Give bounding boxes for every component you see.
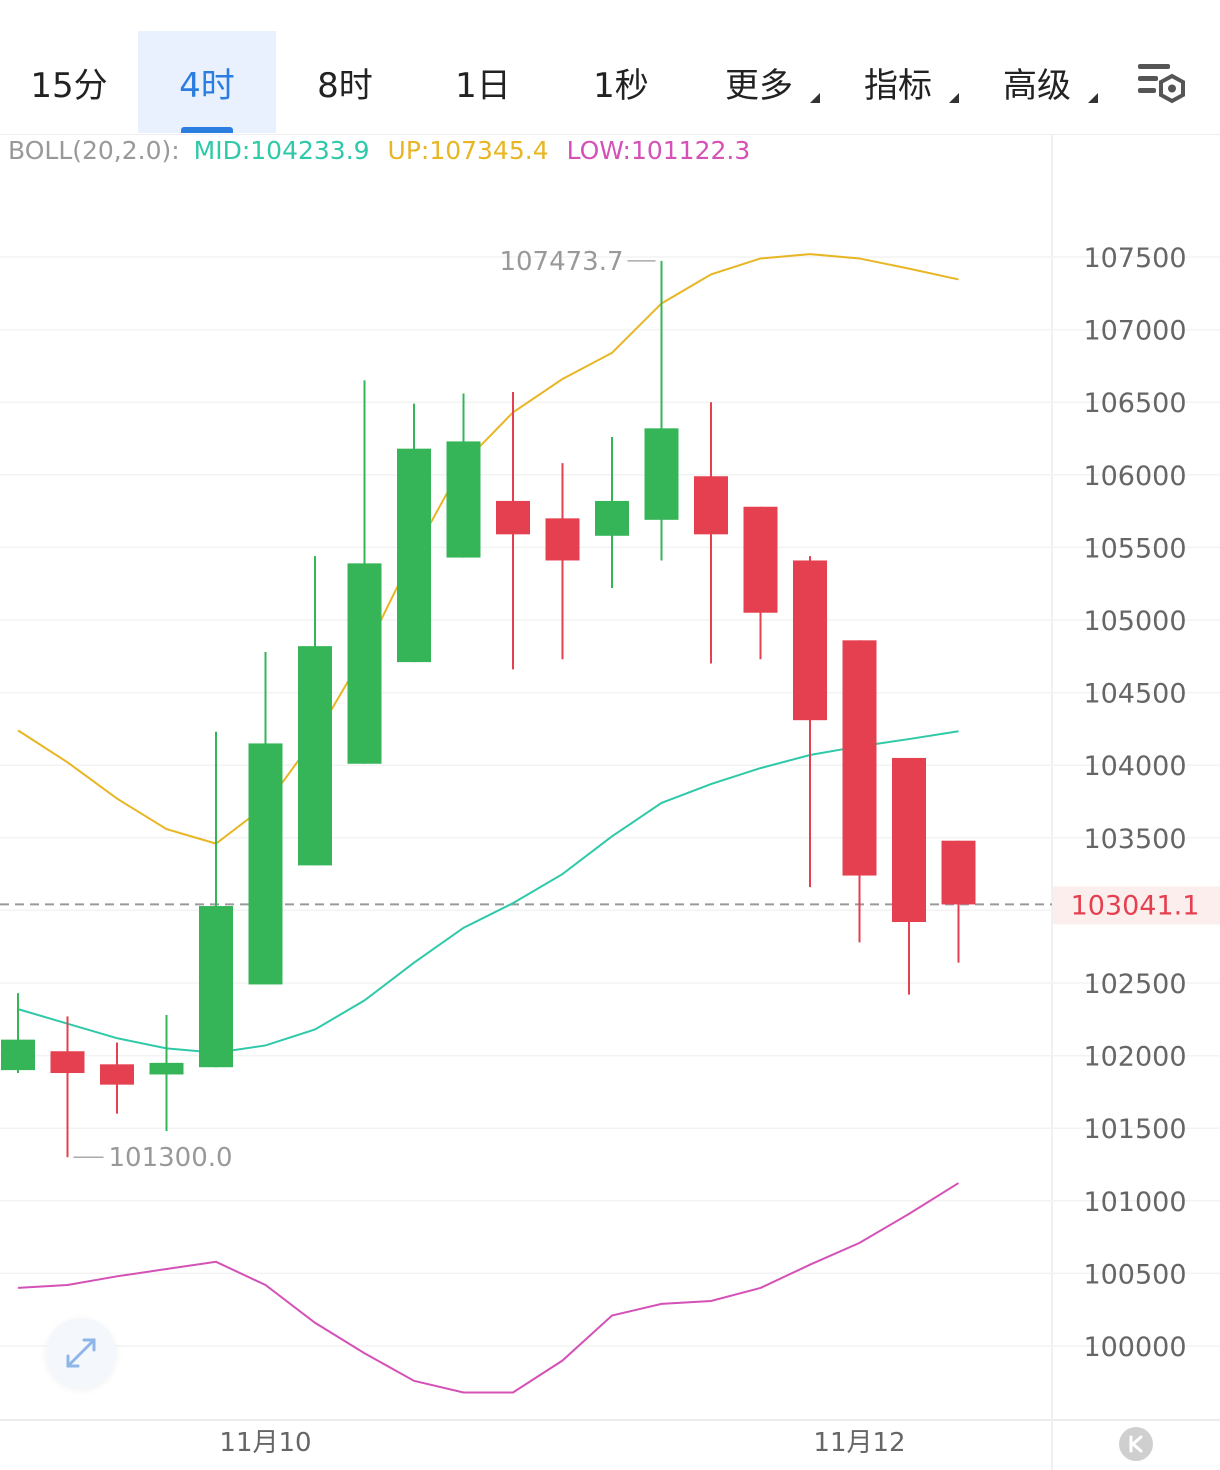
tab-3[interactable]: 8时	[276, 31, 414, 133]
candle	[496, 392, 530, 670]
candle-body	[298, 646, 332, 866]
candle	[1, 993, 35, 1074]
candle-body	[743, 506, 778, 613]
candle	[842, 640, 877, 943]
y-tick-label: 103500	[1083, 824, 1186, 855]
candle	[298, 556, 332, 866]
active-tab-indicator	[181, 127, 233, 133]
candle-body	[100, 1064, 134, 1085]
candle	[595, 437, 629, 589]
y-tick-label: 105500	[1083, 533, 1186, 564]
candle-body	[347, 563, 382, 764]
candle	[50, 1016, 85, 1158]
boll-name: BOLL(20,2.0):	[8, 136, 180, 165]
interval-toolbar: 15分 4时 8时 1日 1秒 更多 指标 高级	[0, 0, 1220, 135]
y-tick-label: 101000	[1083, 1187, 1186, 1218]
y-tick-label: 104500	[1083, 679, 1186, 710]
tab-label: 4时	[179, 65, 235, 106]
candle-body	[694, 476, 728, 535]
y-tick-label: 100500	[1083, 1259, 1186, 1290]
boll-legend: BOLL(20,2.0): MID:104233.9 UP:107345.4 L…	[8, 136, 760, 165]
y-tick-label: 105000	[1083, 606, 1186, 637]
candle	[397, 403, 431, 663]
chart-settings-icon	[1138, 64, 1185, 104]
candle	[793, 556, 827, 888]
y-tick-label: 106500	[1083, 388, 1186, 419]
candle	[347, 380, 382, 764]
tab-4[interactable]: 1日	[414, 31, 552, 133]
tab-8[interactable]: 高级	[968, 31, 1106, 133]
candle-body	[1, 1039, 35, 1071]
tab-5[interactable]: 1秒	[552, 31, 690, 133]
candle-body	[644, 428, 679, 520]
candle	[199, 731, 233, 1068]
low-marker-label: 101300.0	[109, 1143, 233, 1173]
current-price-badge	[1053, 886, 1220, 925]
y-tick-label: 102000	[1083, 1042, 1186, 1073]
candle-body	[595, 500, 629, 536]
tab-1[interactable]: 15分	[0, 31, 138, 133]
y-tick-label: 104000	[1083, 751, 1186, 782]
tab-label: 15分	[30, 65, 108, 106]
boll-up-line	[17, 253, 959, 845]
candle-body	[892, 757, 926, 923]
candle	[694, 402, 728, 664]
candle-body	[941, 840, 976, 905]
candle	[743, 506, 778, 660]
tab-label: 指标	[864, 65, 932, 106]
boll-low-line	[17, 1182, 960, 1394]
candle-body	[248, 743, 283, 985]
x-axis-label: 11月12	[813, 1428, 905, 1458]
tab-7[interactable]: 指标	[829, 31, 967, 133]
current-price-label: 103041.1	[1071, 890, 1200, 921]
candle	[149, 1014, 184, 1132]
k-logo-icon	[1129, 1435, 1143, 1453]
dropdown-caret-icon	[810, 93, 820, 103]
tab-2[interactable]: 4时	[138, 31, 276, 133]
expand-arrows-icon	[66, 1338, 96, 1368]
high-marker-label: 107473.7	[499, 247, 623, 277]
candle-body	[199, 906, 233, 1068]
y-tick-label: 107500	[1083, 243, 1186, 274]
k-logo	[1119, 1427, 1153, 1461]
candle	[644, 260, 679, 561]
y-tick-label: 107000	[1083, 316, 1186, 347]
candle	[446, 393, 481, 558]
tab-label: 1日	[455, 65, 511, 106]
candle	[941, 840, 976, 963]
tab-label: 1秒	[593, 65, 649, 106]
candle	[248, 651, 283, 985]
boll-mid-line	[17, 730, 959, 1054]
candle-body	[50, 1051, 85, 1074]
tab-label: 8时	[317, 65, 373, 106]
candle	[545, 463, 580, 660]
y-tick-label: 100000	[1083, 1332, 1186, 1363]
y-tick-label: 101500	[1083, 1114, 1186, 1145]
boll-mid-value: MID:104233.9	[193, 136, 370, 165]
y-tick-label: 106000	[1083, 461, 1186, 492]
dropdown-caret-icon	[949, 93, 959, 103]
candle-body	[842, 640, 877, 876]
x-axis-label: 11月10	[219, 1428, 311, 1458]
candle-body	[397, 448, 431, 663]
candle-body	[149, 1062, 184, 1075]
candle	[892, 757, 926, 995]
dropdown-caret-icon	[1088, 93, 1098, 103]
candle-body	[496, 500, 530, 535]
tab-label: 高级	[1003, 65, 1071, 106]
boll-up-value: UP:107345.4	[387, 136, 549, 165]
candle	[100, 1042, 134, 1114]
chart-settings-button[interactable]	[1134, 58, 1190, 108]
candle-body	[446, 441, 481, 558]
candle-body	[545, 518, 580, 561]
tab-label: 更多	[725, 65, 793, 106]
candle-body	[793, 560, 827, 721]
tab-6[interactable]: 更多	[690, 31, 828, 133]
expand-button[interactable]	[46, 1318, 116, 1388]
boll-low-value: LOW:101122.3	[566, 136, 751, 165]
y-tick-label: 102500	[1083, 969, 1186, 1000]
